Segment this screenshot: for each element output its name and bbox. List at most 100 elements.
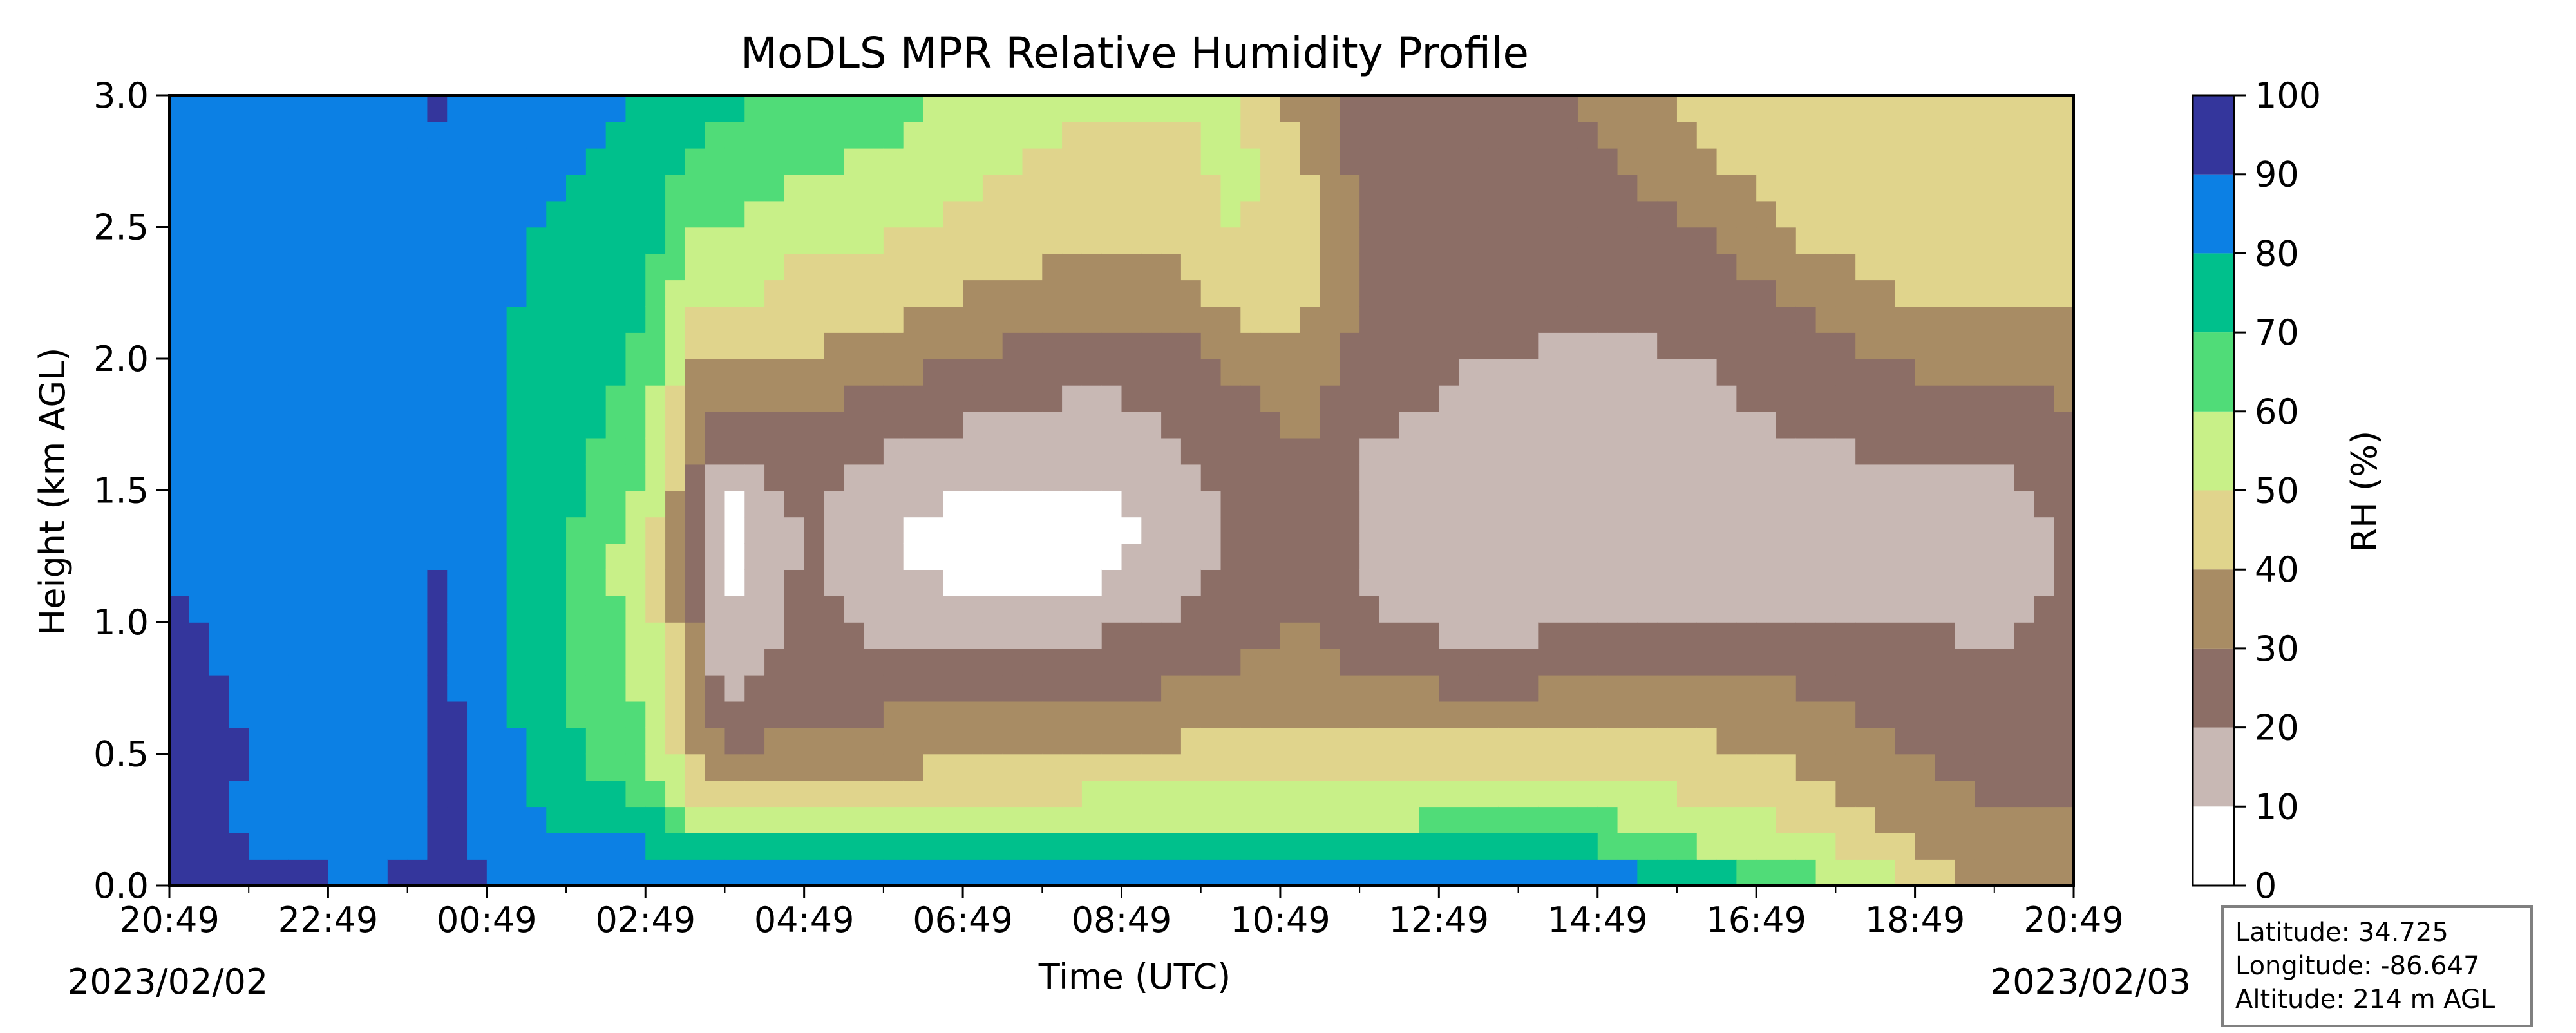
rh-cell — [566, 411, 587, 439]
rh-cell — [387, 727, 408, 755]
rh-cell — [1240, 780, 1261, 808]
rh-cell — [1577, 332, 1598, 359]
rh-cell — [1478, 833, 1499, 860]
rh-cell — [1359, 95, 1380, 122]
rh-cell — [1776, 332, 1797, 359]
rh-cell — [526, 200, 547, 228]
rh-cell — [368, 437, 388, 465]
rh-cell — [1042, 780, 1063, 808]
rh-cell — [685, 464, 706, 491]
rh-cell — [1915, 174, 1936, 202]
rh-cell — [1815, 306, 1837, 333]
rh-cell — [387, 780, 408, 808]
rh-cell — [864, 701, 884, 728]
rh-cell — [229, 227, 250, 254]
rh-cell — [982, 464, 1003, 491]
rh-cell — [804, 543, 825, 570]
rh-cell — [1101, 490, 1122, 518]
rh-cell — [724, 806, 746, 833]
rh-cell — [1200, 280, 1222, 307]
rh-cell — [1161, 280, 1182, 307]
rh-cell — [1974, 200, 1995, 228]
rh-cell — [1141, 596, 1162, 623]
rh-cell — [447, 753, 468, 781]
rh-cell — [1617, 227, 1638, 254]
rh-cell — [1696, 121, 1718, 149]
rh-cell — [864, 306, 884, 333]
rh-cell — [1696, 174, 1718, 202]
rh-cell — [1994, 147, 2015, 175]
rh-cell — [1121, 622, 1142, 649]
rh-cell — [169, 280, 190, 307]
rh-cell — [625, 622, 647, 649]
rh-cell — [1022, 753, 1043, 781]
rh-cell — [1597, 411, 1618, 439]
rh-cell — [229, 859, 250, 886]
rh-cell — [1320, 147, 1341, 175]
rh-cell — [1081, 806, 1103, 833]
rh-cell — [308, 490, 329, 518]
rh-cell — [963, 648, 983, 676]
rh-cell — [864, 569, 884, 596]
start-date-label: 2023/02/02 — [68, 962, 268, 1002]
rh-cell — [2014, 411, 2035, 439]
rh-cell — [1081, 464, 1103, 491]
rh-cell — [288, 622, 309, 649]
chart-title: MoDLS MPR Relative Humidity Profile — [741, 28, 1529, 78]
rh-cell — [328, 569, 349, 596]
rh-cell — [1756, 674, 1777, 702]
rh-cell — [1260, 780, 1281, 808]
y-tick-label: 3.0 — [93, 75, 149, 116]
rh-cell — [1895, 596, 1916, 623]
rh-cell — [1359, 596, 1380, 623]
rh-cell — [1161, 147, 1182, 175]
rh-cell — [169, 516, 190, 544]
rh-cell — [824, 622, 845, 649]
rh-cell — [427, 543, 448, 570]
rh-cell — [1478, 359, 1499, 386]
rh-cell — [1180, 411, 1202, 439]
rh-cell — [685, 806, 706, 833]
rh-cell — [467, 648, 488, 676]
rh-cell — [1955, 174, 1975, 202]
rh-cell — [169, 437, 190, 465]
rh-cell — [1180, 437, 1202, 465]
rh-cell — [407, 332, 428, 359]
rh-cell — [1835, 701, 1856, 728]
rh-cell — [1121, 543, 1142, 570]
rh-cell — [1220, 543, 1242, 570]
rh-cell — [685, 490, 706, 518]
rh-cell — [1795, 833, 1817, 860]
rh-cell — [705, 727, 726, 755]
rh-cell — [1320, 121, 1341, 149]
rh-cell — [1141, 859, 1162, 886]
rh-cell — [1478, 780, 1499, 808]
rh-cell — [2054, 516, 2074, 544]
rh-cell — [1062, 121, 1083, 149]
rh-cell — [764, 569, 785, 596]
rh-cell — [2054, 674, 2074, 702]
rh-cell — [903, 464, 924, 491]
rh-cell — [1815, 859, 1837, 886]
rh-cell — [1200, 674, 1222, 702]
rh-cell — [705, 280, 726, 307]
rh-cell — [566, 806, 587, 833]
rh-cell — [1498, 384, 1519, 412]
rh-cell — [1419, 359, 1440, 386]
rh-cell — [903, 411, 924, 439]
rh-cell — [229, 543, 250, 570]
rh-cell — [1419, 701, 1440, 728]
rh-cell — [665, 622, 686, 649]
rh-cell — [1974, 437, 1995, 465]
rh-cell — [1062, 596, 1083, 623]
rh-cell — [467, 780, 488, 808]
rh-cell — [1062, 306, 1083, 333]
rh-cell — [2014, 727, 2035, 755]
rh-cell — [963, 859, 983, 886]
rh-cell — [1439, 569, 1459, 596]
rh-cell — [566, 648, 587, 676]
rh-cell — [1320, 227, 1341, 254]
rh-cell — [943, 332, 963, 359]
rh-cell — [1379, 95, 1400, 122]
rh-cell — [784, 780, 805, 808]
